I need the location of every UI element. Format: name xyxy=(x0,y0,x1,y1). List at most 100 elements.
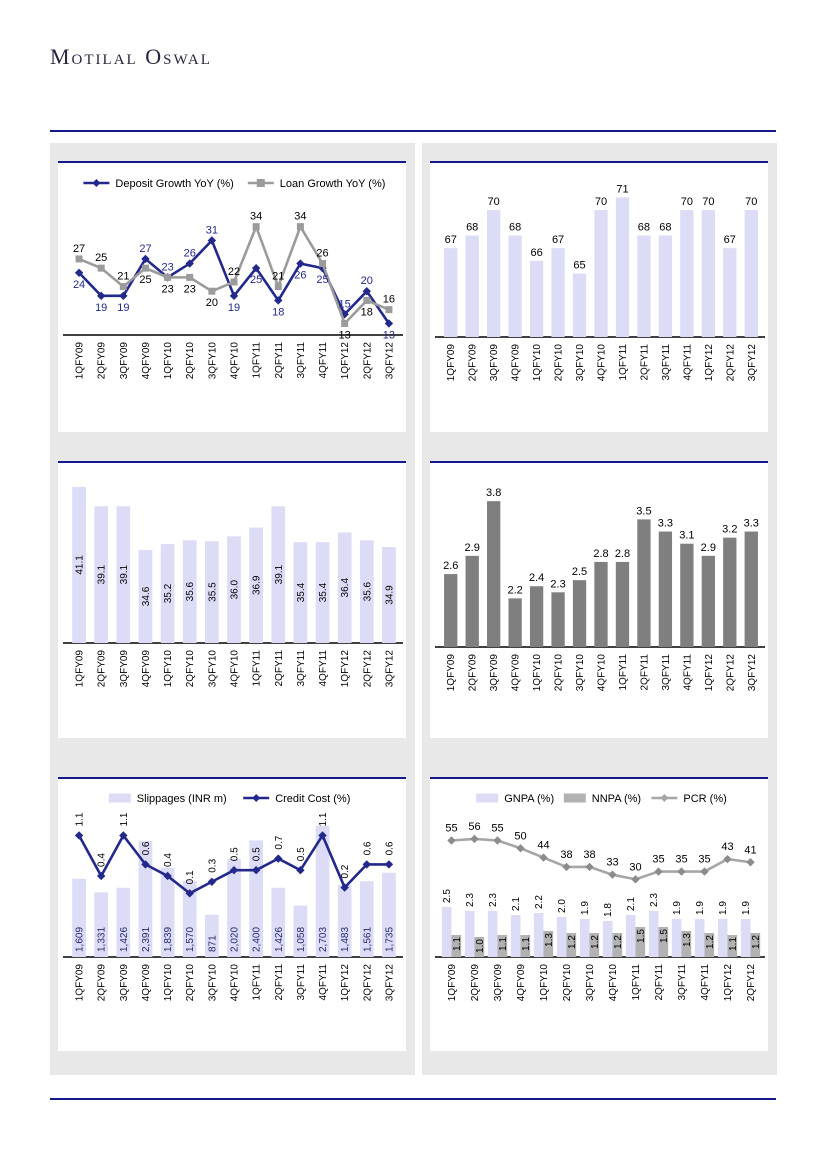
svg-text:0.5: 0.5 xyxy=(230,847,241,861)
svg-text:3QFY10: 3QFY10 xyxy=(585,964,596,1002)
svg-text:70: 70 xyxy=(681,196,693,208)
svg-text:68: 68 xyxy=(659,221,671,233)
svg-text:1.9: 1.9 xyxy=(718,901,729,915)
svg-text:68: 68 xyxy=(638,221,650,233)
svg-text:1.9: 1.9 xyxy=(741,901,752,915)
svg-text:2.2: 2.2 xyxy=(507,584,522,596)
svg-text:0.1: 0.1 xyxy=(185,870,196,884)
svg-text:0.4: 0.4 xyxy=(97,853,108,867)
svg-text:1,426: 1,426 xyxy=(119,927,130,952)
labels-NNPA (%): 1.1 1.0 1.1 1.1 1.3 1.2 1.2 1.2 1.5 1.5 1.3 1.2 1.1 1… xyxy=(452,929,762,953)
svg-text:2.3: 2.3 xyxy=(488,893,499,907)
svg-text:19: 19 xyxy=(117,302,129,314)
svg-text:3QFY09: 3QFY09 xyxy=(493,964,504,1002)
svg-text:1.2: 1.2 xyxy=(705,935,716,949)
svg-text:68: 68 xyxy=(466,221,478,233)
svg-text:0.5: 0.5 xyxy=(252,847,263,861)
svg-text:3QFY12: 3QFY12 xyxy=(747,344,758,382)
svg-text:PCR (%): PCR (%) xyxy=(683,793,726,805)
svg-text:34.6: 34.6 xyxy=(141,586,152,606)
ratio-bar-chart-right-top: 1QFY09 2QFY09 3QFY09 4QFY09 1QFY10 2QFY10 3QFY… xyxy=(435,183,765,382)
series-bars xyxy=(444,501,758,647)
svg-text:NNPA (%): NNPA (%) xyxy=(592,793,641,805)
svg-text:2QFY12: 2QFY12 xyxy=(746,964,757,1002)
svg-text:2.0: 2.0 xyxy=(557,899,568,913)
svg-text:65: 65 xyxy=(573,260,585,272)
svg-text:1.1: 1.1 xyxy=(318,812,329,826)
svg-text:18: 18 xyxy=(272,306,284,318)
svg-text:19: 19 xyxy=(95,302,107,314)
svg-text:0.7: 0.7 xyxy=(274,835,285,849)
svg-text:67: 67 xyxy=(552,234,564,246)
x-tick-labels: 1QFY09 2QFY09 3QFY09 4QFY09 1QFY10 2QFY10 3QFY… xyxy=(75,964,396,1002)
pair-labels: 24 27 19 25 19 21 27 25 23 23 26 23 31 20 19 22 25 34 18 21… xyxy=(73,211,395,342)
svg-text:2QFY11: 2QFY11 xyxy=(639,344,650,381)
svg-text:67: 67 xyxy=(724,234,736,246)
svg-text:3QFY09: 3QFY09 xyxy=(119,342,130,380)
svg-text:1,426: 1,426 xyxy=(274,927,285,952)
svg-text:1,058: 1,058 xyxy=(296,927,307,952)
svg-text:26: 26 xyxy=(316,248,328,260)
svg-text:2QFY09: 2QFY09 xyxy=(470,964,481,1002)
labels-bars: 2.6 2.9 3.8 2.2 2.4 2.3 2.5 2.8 2.8 3.5 3.3 3.1 2.9 3… xyxy=(443,487,759,596)
svg-text:3QFY11: 3QFY11 xyxy=(661,654,672,691)
svg-text:25: 25 xyxy=(250,274,262,286)
svg-text:2QFY09: 2QFY09 xyxy=(97,964,108,1002)
svg-text:13: 13 xyxy=(383,329,395,341)
svg-text:0.5: 0.5 xyxy=(296,847,307,861)
svg-text:13: 13 xyxy=(339,329,351,341)
svg-text:2QFY10: 2QFY10 xyxy=(185,650,196,688)
series-bars xyxy=(72,486,396,643)
svg-text:4QFY10: 4QFY10 xyxy=(597,654,608,692)
svg-text:34: 34 xyxy=(250,211,262,223)
svg-text:2.4: 2.4 xyxy=(529,572,544,584)
svg-text:4QFY10: 4QFY10 xyxy=(230,650,241,688)
svg-text:1,561: 1,561 xyxy=(362,927,373,952)
svg-text:3QFY12: 3QFY12 xyxy=(384,964,395,1002)
svg-text:1QFY11: 1QFY11 xyxy=(618,654,629,691)
svg-text:1.1: 1.1 xyxy=(728,937,739,951)
svg-text:25: 25 xyxy=(316,274,328,286)
svg-text:0.6: 0.6 xyxy=(384,841,395,855)
svg-text:2QFY12: 2QFY12 xyxy=(362,342,373,380)
svg-text:1.1: 1.1 xyxy=(119,812,130,826)
svg-text:2QFY10: 2QFY10 xyxy=(185,342,196,380)
svg-text:2.3: 2.3 xyxy=(465,893,476,907)
svg-text:35.5: 35.5 xyxy=(207,582,218,602)
svg-text:26: 26 xyxy=(184,248,196,260)
svg-text:1QFY12: 1QFY12 xyxy=(704,344,715,382)
svg-text:67: 67 xyxy=(445,234,457,246)
svg-text:1.2: 1.2 xyxy=(751,935,762,949)
svg-text:1QFY12: 1QFY12 xyxy=(723,964,734,1002)
svg-text:44: 44 xyxy=(537,840,549,852)
x-tick-labels: 1QFY09 2QFY09 3QFY09 4QFY09 1QFY10 2QFY10 3QFY… xyxy=(446,344,758,382)
chart-column-right: 1QFY09 2QFY09 3QFY09 4QFY09 1QFY10 2QFY10 3QFY… xyxy=(422,143,777,1075)
svg-text:1,570: 1,570 xyxy=(185,927,196,952)
svg-text:2QFY09: 2QFY09 xyxy=(97,650,108,688)
series-NNPA (%) xyxy=(451,927,761,957)
svg-text:16: 16 xyxy=(383,294,395,306)
svg-text:0.6: 0.6 xyxy=(141,841,152,855)
series-bars xyxy=(444,197,758,337)
svg-text:0.4: 0.4 xyxy=(163,853,174,867)
svg-text:2QFY11: 2QFY11 xyxy=(654,964,665,1001)
svg-text:2,391: 2,391 xyxy=(141,927,152,952)
svg-text:2.5: 2.5 xyxy=(442,889,453,903)
svg-text:25: 25 xyxy=(139,274,151,286)
svg-text:3QFY09: 3QFY09 xyxy=(119,650,130,688)
svg-text:3.3: 3.3 xyxy=(744,518,759,530)
svg-text:3QFY12: 3QFY12 xyxy=(384,650,395,688)
series-Credit Cost (%) xyxy=(74,831,394,898)
svg-text:25: 25 xyxy=(95,252,107,264)
svg-text:2QFY09: 2QFY09 xyxy=(468,344,479,382)
svg-text:Credit Cost (%): Credit Cost (%) xyxy=(275,793,350,805)
svg-text:70: 70 xyxy=(595,196,607,208)
svg-text:1.1: 1.1 xyxy=(452,937,463,951)
svg-text:3QFY12: 3QFY12 xyxy=(384,342,395,380)
footer-divider xyxy=(50,1098,776,1100)
svg-text:1QFY10: 1QFY10 xyxy=(163,342,174,380)
svg-text:4QFY09: 4QFY09 xyxy=(511,344,522,382)
svg-text:3.2: 3.2 xyxy=(722,524,737,536)
svg-text:2QFY11: 2QFY11 xyxy=(639,654,650,691)
svg-text:43: 43 xyxy=(721,841,733,853)
